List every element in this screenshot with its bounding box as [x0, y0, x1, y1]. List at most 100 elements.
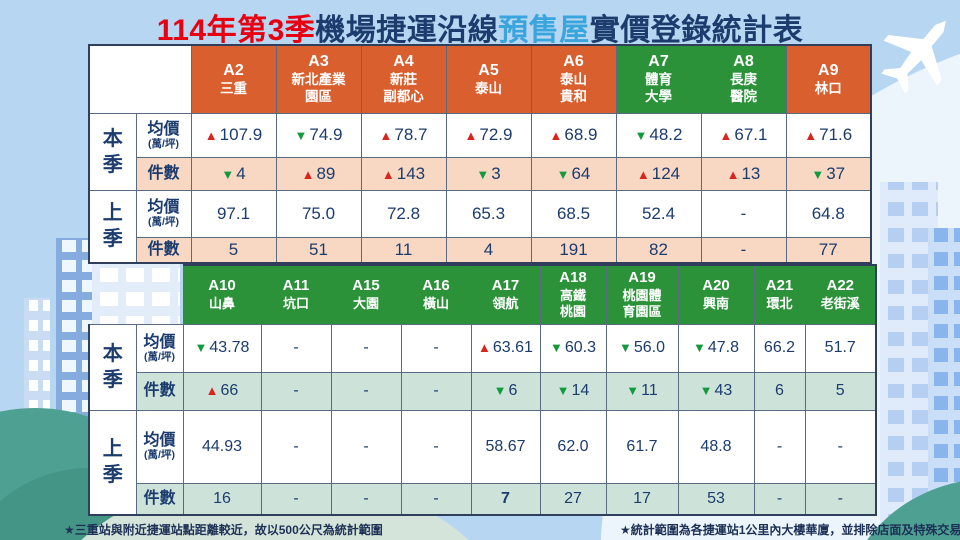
cell-value: 44.93 — [201, 437, 243, 455]
cell-a7-last-price: 52.4 — [615, 189, 702, 238]
cell-a4-last-price: 72.8 — [360, 189, 447, 238]
station-code: A20 — [702, 277, 730, 295]
cell-a2-last-price: 97.1 — [190, 189, 277, 238]
cell-a16-last-price: - — [400, 409, 472, 484]
cell-value: 11 — [641, 382, 658, 399]
cell-value: 78.7 — [394, 125, 428, 144]
up-triangle-icon: ▲ — [301, 166, 315, 182]
cell-a18-last-count: 27 — [539, 482, 607, 516]
station-name: 林口 — [814, 80, 842, 96]
station-code: A8 — [733, 53, 754, 71]
cell-a11-this-count: - — [260, 371, 332, 411]
station-code: A4 — [393, 53, 414, 71]
station-header-a3: A3 新北產業 園區 — [275, 44, 362, 114]
up-triangle-icon: ▲ — [549, 128, 563, 143]
cell-value: 72.8 — [386, 203, 421, 223]
cell-value: 5 — [835, 382, 845, 399]
cell-a18-last-price: 62.0 — [539, 409, 607, 484]
cell-value: 6 — [775, 382, 784, 399]
cell-value: - — [433, 489, 439, 507]
cell-value: 107.9 — [219, 125, 263, 144]
up-triangle-icon: ▲ — [719, 128, 733, 143]
cell-a17-last-count: 7 — [470, 482, 541, 516]
station-code: A15 — [352, 277, 380, 295]
up-triangle-icon: ▲ — [205, 383, 219, 398]
building-left-front — [56, 238, 92, 540]
cell-value: 71.6 — [819, 125, 853, 144]
cell-value: 58.67 — [485, 437, 526, 455]
cell-a10-this-count: ▲ 66 — [182, 371, 262, 411]
cell-a19-last-count: 17 — [605, 482, 679, 516]
title-line-prefix: 機場捷運沿線 — [315, 14, 499, 47]
cell-a6-last-count: 191 — [530, 236, 617, 264]
cell-a16-last-count: - — [400, 482, 472, 516]
cell-value: 37 — [826, 163, 846, 183]
cell-value: 75.0 — [301, 203, 336, 223]
cell-value: 51.7 — [824, 339, 856, 356]
season-label-this: 本季 — [88, 112, 137, 191]
cell-value: 77 — [818, 239, 838, 259]
cell-a21-last-price: - — [753, 409, 806, 484]
cell-a7-this-price: ▼ 48.2 — [615, 112, 702, 158]
cell-value: 64 — [571, 163, 591, 183]
down-triangle-icon: ▼ — [549, 340, 563, 355]
cell-value: - — [837, 489, 843, 507]
station-header-a22: A22 老街溪 — [804, 264, 877, 325]
cell-value: 61.7 — [626, 437, 658, 455]
cell-value: 4 — [483, 239, 494, 259]
station-name: 興南 — [702, 296, 729, 311]
up-triangle-icon: ▲ — [478, 340, 491, 355]
cell-a17-last-price: 58.67 — [470, 409, 541, 484]
down-triangle-icon: ▼ — [476, 166, 490, 182]
row-label-count: 件數 — [135, 371, 184, 411]
cell-a19-last-price: 61.7 — [605, 409, 679, 484]
station-header-a8: A8 長庚 醫院 — [700, 44, 787, 114]
cell-value: - — [363, 339, 369, 356]
cell-value: 11 — [394, 239, 413, 259]
station-name: 新莊 副都心 — [383, 72, 424, 105]
cell-a10-last-price: 44.93 — [182, 409, 262, 484]
cell-a8-last-count: - — [700, 236, 787, 264]
station-header-a18: A18 高鐵 桃園 — [539, 264, 607, 325]
up-triangle-icon: ▲ — [464, 128, 478, 143]
cell-value: 53 — [707, 489, 725, 507]
cell-a10-last-count: 16 — [182, 482, 262, 516]
cell-a19-this-price: ▼ 56.0 — [605, 323, 679, 373]
cell-a21-last-count: - — [753, 482, 806, 516]
cell-value: - — [363, 437, 369, 455]
down-triangle-icon: ▼ — [294, 128, 308, 143]
cell-value: 14 — [571, 382, 590, 399]
cell-a19-this-count: ▼ 11 — [605, 371, 679, 411]
footnote-right: ★統計範圍為各捷運站1公里內大樓華廈，並排除店面及特殊交易 — [620, 523, 960, 537]
down-triangle-icon: ▼ — [556, 383, 570, 398]
cell-value: 48.2 — [649, 125, 683, 144]
cell-a10-this-price: ▼ 43.78 — [182, 323, 262, 373]
cell-a15-last-price: - — [330, 409, 402, 484]
station-name: 山鼻 — [208, 296, 235, 311]
cell-a6-this-price: ▲ 68.9 — [530, 112, 617, 158]
down-triangle-icon: ▼ — [634, 128, 648, 143]
cell-value: - — [293, 339, 299, 356]
station-header-a7: A7 體育 大學 — [615, 44, 702, 114]
down-triangle-icon: ▼ — [626, 383, 640, 398]
cell-a20-last-price: 48.8 — [677, 409, 755, 484]
cell-value: 47.8 — [707, 339, 739, 356]
up-triangle-icon: ▲ — [726, 166, 740, 182]
down-triangle-icon: ▼ — [699, 383, 713, 398]
cell-value: - — [293, 489, 299, 507]
station-header-a17: A17 領航 — [470, 264, 541, 325]
station-name: 大園 — [352, 296, 379, 311]
up-triangle-icon: ▲ — [204, 128, 218, 143]
title-highlight: 預售屋 — [498, 15, 590, 50]
cell-value: 7 — [501, 489, 510, 507]
cell-a15-this-price: - — [330, 323, 402, 373]
cell-a16-this-count: - — [400, 371, 472, 411]
cell-a7-last-count: 82 — [615, 236, 702, 264]
station-name: 高鐵 桃園 — [559, 287, 586, 320]
row-label-count: 件數 — [135, 236, 192, 264]
cell-a15-last-count: - — [330, 482, 402, 516]
cell-value: 52.4 — [641, 203, 676, 223]
cell-value: - — [433, 382, 439, 399]
cell-a22-last-count: - — [804, 482, 877, 516]
up-triangle-icon: ▲ — [804, 128, 818, 143]
